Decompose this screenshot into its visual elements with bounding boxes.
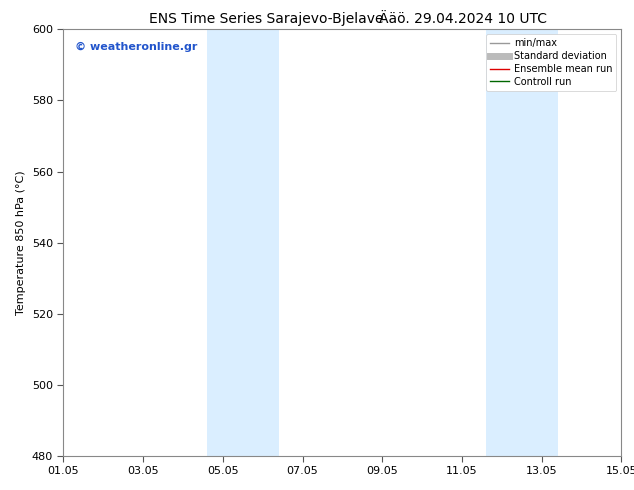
Bar: [486, 29, 557, 456]
Legend: min/max, Standard deviation, Ensemble mean run, Controll run: min/max, Standard deviation, Ensemble me…: [486, 34, 616, 91]
Text: Ääö. 29.04.2024 10 UTC: Ääö. 29.04.2024 10 UTC: [379, 12, 547, 26]
Text: ENS Time Series Sarajevo-Bjelave: ENS Time Series Sarajevo-Bjelave: [149, 12, 384, 26]
Bar: [207, 29, 278, 456]
Text: © weatheronline.gr: © weatheronline.gr: [75, 42, 197, 52]
Y-axis label: Temperature 850 hPa (°C): Temperature 850 hPa (°C): [16, 170, 26, 315]
